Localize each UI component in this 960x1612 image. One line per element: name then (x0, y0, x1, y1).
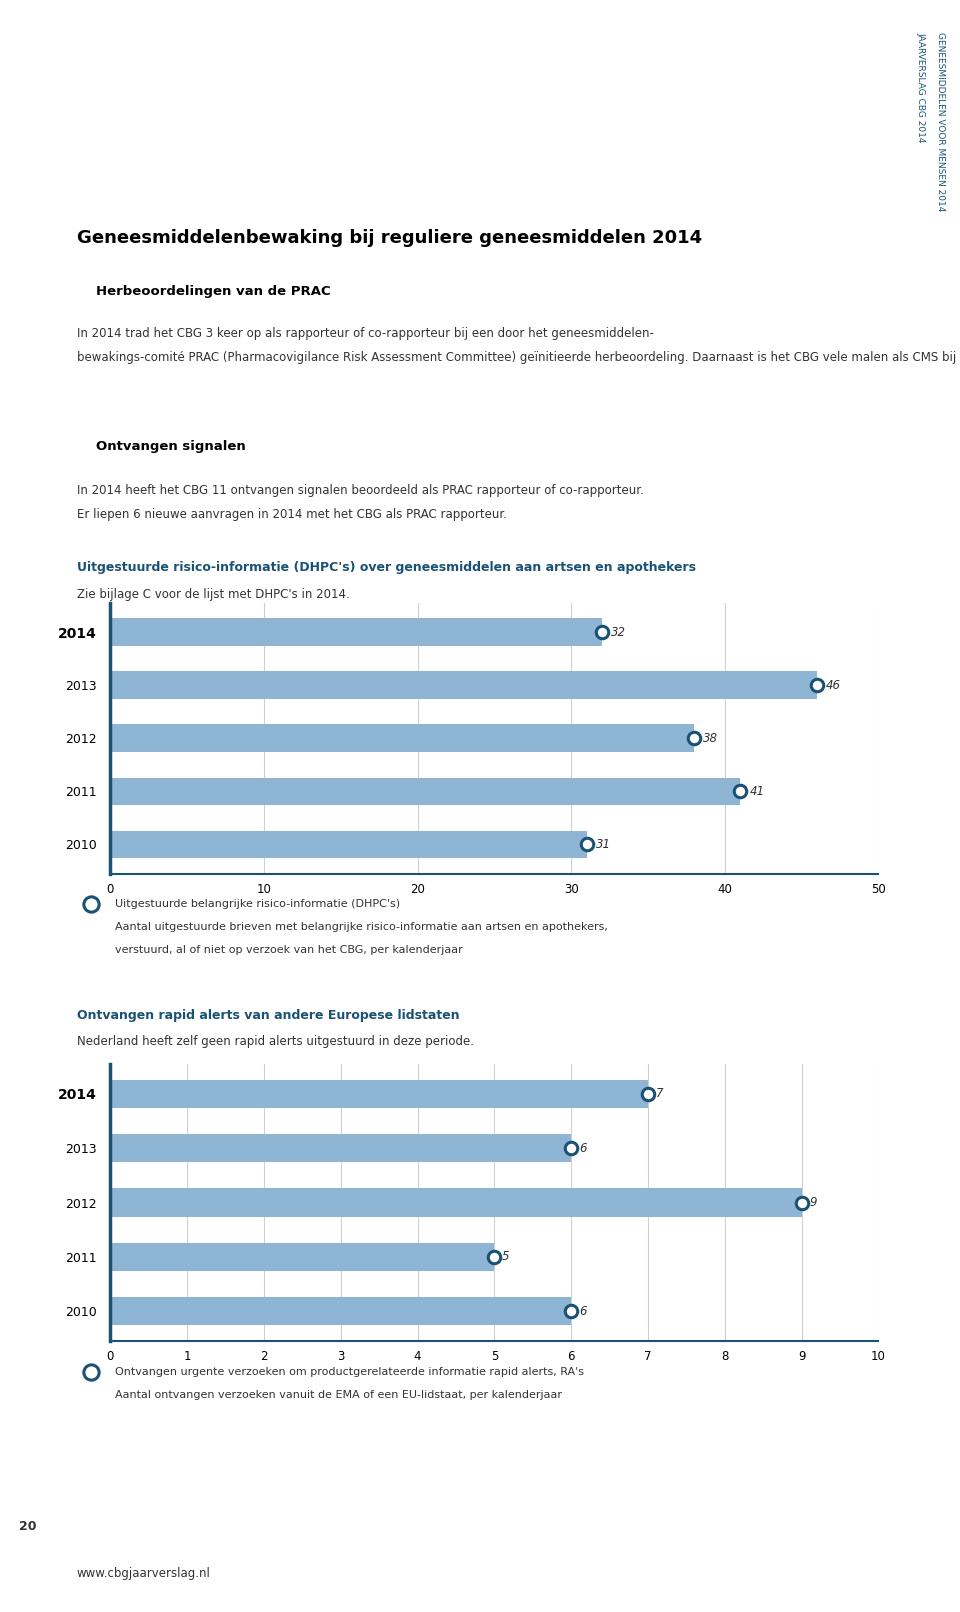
Bar (110, 1080, 648, 1107)
Text: 41: 41 (750, 785, 764, 798)
Bar (110, 1135, 571, 1162)
Bar (110, 1243, 494, 1270)
Text: 38: 38 (704, 732, 718, 745)
Text: Er liepen 6 nieuwe aanvragen in 2014 met het CBG als PRAC rapporteur.: Er liepen 6 nieuwe aanvragen in 2014 met… (77, 508, 507, 521)
Text: Geneesmiddelenbewaking bij reguliere geneesmiddelen 2014: Geneesmiddelenbewaking bij reguliere gen… (77, 229, 702, 247)
Text: Ontvangen signalen: Ontvangen signalen (96, 440, 246, 453)
Text: In 2014 trad het CBG 3 keer op als rapporteur of co-rapporteur bij een door het : In 2014 trad het CBG 3 keer op als rappo… (77, 327, 654, 340)
Text: bewakings-comité PRAC (Pharmacovigilance Risk Assessment Committee) geïnitieerde: bewakings-comité PRAC (Pharmacovigilance… (77, 351, 960, 364)
Bar (110, 724, 694, 753)
Text: 6: 6 (579, 1141, 587, 1154)
Text: Aantal uitgestuurde brieven met belangrijke risico-informatie aan artsen en apot: Aantal uitgestuurde brieven met belangri… (115, 922, 608, 932)
Bar (110, 1188, 802, 1217)
Bar (110, 830, 587, 858)
Text: Zie bijlage C voor de lijst met DHPC's in 2014.: Zie bijlage C voor de lijst met DHPC's i… (77, 588, 349, 601)
Text: 6: 6 (579, 1304, 587, 1317)
Bar (110, 1298, 571, 1325)
Text: GENEESMIDDELEN VOOR MENSEN 2014: GENEESMIDDELEN VOOR MENSEN 2014 (936, 32, 945, 211)
Bar (110, 671, 817, 700)
Text: 31: 31 (596, 838, 611, 851)
Text: 46: 46 (827, 679, 841, 692)
Text: verstuurd, al of niet op verzoek van het CBG, per kalenderjaar: verstuurd, al of niet op verzoek van het… (115, 945, 463, 954)
Text: JAARVERSLAG CBG 2014: JAARVERSLAG CBG 2014 (917, 32, 925, 143)
Text: www.cbgjaarverslag.nl: www.cbgjaarverslag.nl (77, 1567, 210, 1580)
Text: 7: 7 (656, 1088, 663, 1101)
Text: 20: 20 (19, 1520, 36, 1533)
Text: In 2014 heeft het CBG 11 ontvangen signalen beoordeeld als PRAC rapporteur of co: In 2014 heeft het CBG 11 ontvangen signa… (77, 484, 643, 496)
Bar (110, 619, 602, 646)
Text: Herbeoordelingen van de PRAC: Herbeoordelingen van de PRAC (96, 285, 330, 298)
Text: Ontvangen rapid alerts van andere Europese lidstaten: Ontvangen rapid alerts van andere Europe… (77, 1009, 460, 1022)
Text: 32: 32 (612, 625, 626, 638)
Text: Aantal ontvangen verzoeken vanuit de EMA of een EU-lidstaat, per kalenderjaar: Aantal ontvangen verzoeken vanuit de EMA… (115, 1390, 563, 1399)
Text: 5: 5 (502, 1251, 510, 1264)
Text: Uitgestuurde risico-informatie (DHPC's) over geneesmiddelen aan artsen en apothe: Uitgestuurde risico-informatie (DHPC's) … (77, 561, 696, 574)
Text: Uitgestuurde belangrijke risico-informatie (DHPC's): Uitgestuurde belangrijke risico-informat… (115, 899, 400, 909)
Bar (110, 777, 740, 806)
Text: 9: 9 (809, 1196, 817, 1209)
Text: Nederland heeft zelf geen rapid alerts uitgestuurd in deze periode.: Nederland heeft zelf geen rapid alerts u… (77, 1035, 474, 1048)
Text: Ontvangen urgente verzoeken om productgerelateerde informatie rapid alerts, RA's: Ontvangen urgente verzoeken om productge… (115, 1367, 585, 1377)
